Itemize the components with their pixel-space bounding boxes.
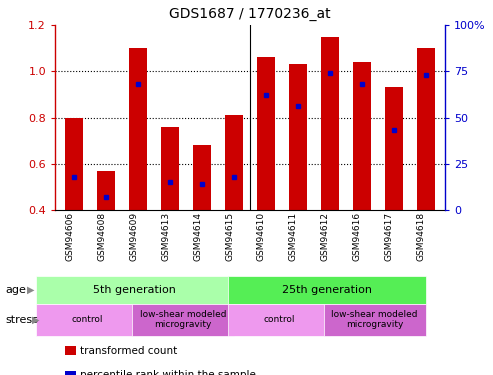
Text: GSM94615: GSM94615 [225,212,234,261]
Text: GSM94618: GSM94618 [417,212,426,261]
Text: stress: stress [5,315,38,325]
Text: GSM94610: GSM94610 [257,212,266,261]
Text: age: age [5,285,26,295]
Text: GSM94617: GSM94617 [385,212,394,261]
Bar [257,57,275,210]
Bar [66,117,83,210]
Bar [161,127,179,210]
Text: transformed count: transformed count [80,346,177,355]
Bar [353,62,371,210]
Text: GSM94614: GSM94614 [193,212,202,261]
Text: GSM94613: GSM94613 [161,212,170,261]
Text: control: control [71,315,103,324]
Text: GSM94611: GSM94611 [289,212,298,261]
Text: low-shear modeled
microgravity: low-shear modeled microgravity [140,310,226,329]
Bar [225,115,243,210]
Text: low-shear modeled
microgravity: low-shear modeled microgravity [331,310,418,329]
Bar [97,171,115,210]
Text: control: control [263,315,294,324]
Bar [417,48,435,210]
Text: GSM94609: GSM94609 [129,212,138,261]
Bar [321,37,339,210]
Text: GSM94616: GSM94616 [353,212,362,261]
Text: ▶: ▶ [32,315,39,325]
Bar [385,87,403,210]
Text: 5th generation: 5th generation [94,285,176,295]
Text: GSM94608: GSM94608 [97,212,106,261]
Bar [193,145,211,210]
Text: percentile rank within the sample: percentile rank within the sample [80,370,255,375]
Bar [289,64,307,210]
Bar [129,48,147,210]
Title: GDS1687 / 1770236_at: GDS1687 / 1770236_at [169,7,331,21]
Text: 25th generation: 25th generation [282,285,372,295]
Text: GSM94612: GSM94612 [321,212,330,261]
Text: GSM94606: GSM94606 [65,212,74,261]
Text: ▶: ▶ [27,285,35,295]
